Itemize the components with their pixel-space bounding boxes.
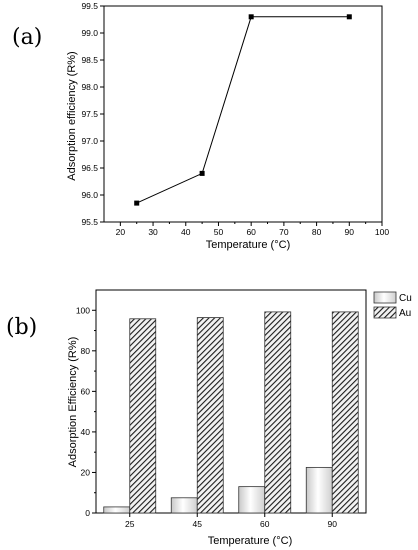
chart-a-series: [134, 14, 352, 206]
y-tick-label: 96.5: [81, 163, 98, 173]
data-point-marker: [199, 170, 205, 176]
chart-b-x-ticks: 25 45 60 90: [125, 513, 337, 529]
chart-b-legend: Cu Au: [373, 291, 412, 319]
chart-a-line-plot: (a) 20 30 40 50 60 70 80 90 100 95.5 96.0 96.5 97.0…: [12, 1, 389, 251]
y-tick-label: 97.0: [81, 136, 98, 146]
chart-a-frame: [103, 5, 383, 223]
chart-b-bars: [103, 311, 359, 514]
series-line: [136, 16, 350, 204]
chart-b-y-axis-title: Adsorption Efficiency (R%): [67, 337, 79, 468]
x-tick-label: 60: [246, 227, 256, 237]
x-tick-label: 80: [312, 227, 322, 237]
legend-swatch-au: [373, 306, 397, 319]
x-tick-label: 45: [193, 519, 203, 529]
legend-swatch-cu: [373, 291, 397, 304]
bar-cu: [305, 466, 333, 514]
chart-a-x-axis-title: Temperature (°C): [206, 239, 290, 251]
panel-label-b: (b): [6, 315, 37, 340]
x-tick-label: 100: [375, 227, 389, 237]
y-tick-label: 0: [85, 508, 90, 518]
chart-a-y-axis-title: Adsorption efficiency (R%): [66, 51, 78, 180]
y-tick-label: 100: [76, 305, 90, 315]
bar-au: [264, 311, 292, 514]
x-tick-label: 50: [214, 227, 224, 237]
x-tick-label: 90: [328, 519, 338, 529]
chart-b-bar-chart: (b) 0 20 40 60 80 100 25 45 60 90 Cu Au Temperatu…: [6, 289, 412, 547]
chart-b-y-ticks: 0 20 40 60 80 100: [76, 305, 96, 518]
x-tick-label: 90: [345, 227, 355, 237]
chart-a-axes: [103, 5, 383, 223]
chart-a-x-ticks: 20 30 40 50 60 70 80 90 100: [116, 222, 389, 237]
x-tick-label: 40: [181, 227, 191, 237]
chart-a-y-ticks: 95.5 96.0 96.5 97.0 97.5 98.0 98.5 99.0 99.5: [81, 1, 104, 227]
y-tick-label: 98.5: [81, 55, 98, 65]
x-tick-label: 30: [148, 227, 158, 237]
chart-b-x-axis-title: Temperature (°C): [208, 535, 292, 547]
chart-b-axes: [95, 289, 367, 514]
y-tick-label: 97.5: [81, 109, 98, 119]
y-tick-label: 40: [81, 427, 91, 437]
x-tick-label: 25: [125, 519, 135, 529]
y-tick-label: 60: [81, 386, 91, 396]
data-point-marker: [134, 200, 140, 206]
chart-b-frame: [95, 289, 367, 514]
data-point-marker: [248, 14, 254, 20]
bar-au: [331, 311, 359, 514]
legend-label-au: Au: [399, 308, 411, 319]
y-tick-label: 20: [81, 467, 91, 477]
bar-cu: [238, 486, 266, 514]
x-tick-label: 20: [116, 227, 126, 237]
bar-au: [196, 317, 224, 514]
y-tick-label: 99.0: [81, 28, 98, 38]
bar-cu: [103, 506, 131, 514]
data-point-marker: [346, 14, 352, 20]
x-tick-label: 70: [279, 227, 289, 237]
y-tick-label: 98.0: [81, 82, 98, 92]
bar-au: [129, 318, 157, 514]
bar-cu: [170, 497, 198, 514]
y-tick-label: 96.0: [81, 190, 98, 200]
x-tick-label: 60: [260, 519, 270, 529]
y-tick-label: 80: [81, 346, 91, 356]
y-tick-label: 99.5: [81, 1, 98, 11]
legend-label-cu: Cu: [399, 293, 412, 304]
panel-label-a: (a): [12, 25, 42, 50]
y-tick-label: 95.5: [81, 217, 98, 227]
